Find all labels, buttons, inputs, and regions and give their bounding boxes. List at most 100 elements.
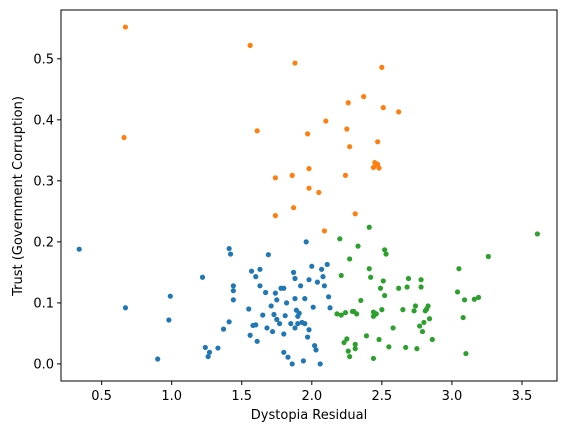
data-point (300, 358, 306, 364)
data-point (306, 185, 312, 191)
data-point (352, 211, 358, 217)
x-tick-label: 2.5 (372, 389, 393, 404)
data-point (290, 205, 297, 211)
data-point (337, 236, 343, 242)
data-point (373, 311, 379, 317)
data-point (264, 325, 270, 331)
data-point (205, 353, 211, 360)
data-point (285, 354, 291, 360)
data-point (253, 274, 259, 280)
data-point (396, 285, 402, 291)
data-point (295, 321, 301, 327)
data-point (296, 310, 302, 316)
data-point (282, 313, 288, 319)
data-point (312, 343, 318, 349)
data-point (121, 134, 127, 141)
data-point (379, 64, 385, 70)
data-point (366, 266, 372, 272)
data-point (257, 283, 263, 289)
series-1 (76, 239, 333, 367)
y-tick-label: 0.3 (33, 174, 54, 189)
data-point (230, 297, 236, 303)
data-point (304, 334, 311, 340)
data-point (404, 284, 410, 290)
data-point (289, 172, 295, 178)
data-point (206, 349, 213, 355)
data-point (302, 296, 308, 302)
data-point (272, 290, 278, 296)
data-point (226, 319, 232, 325)
y-tick-label: 0.4 (33, 113, 54, 128)
data-point (297, 283, 304, 289)
data-point (292, 325, 298, 331)
data-point (202, 344, 208, 351)
data-point (380, 105, 386, 111)
data-point (403, 344, 409, 351)
data-point (304, 131, 311, 137)
data-point (306, 277, 312, 283)
data-point (352, 341, 358, 347)
data-point (274, 316, 280, 322)
data-point (338, 312, 344, 318)
axes-frame (60, 9, 558, 382)
x-tick-label: 3.0 (442, 389, 463, 404)
data-point (260, 312, 266, 318)
data-point (375, 139, 381, 145)
data-point (405, 275, 412, 282)
data-point (313, 347, 319, 353)
data-point (155, 356, 161, 362)
x-tick-label: 3.5 (512, 389, 533, 404)
data-point (262, 289, 269, 296)
data-point (314, 279, 321, 285)
data-point (471, 296, 477, 302)
data-point (454, 289, 461, 295)
y-tick-label: 0.0 (33, 357, 54, 372)
data-point (274, 297, 280, 303)
x-tick-label: 1.0 (161, 389, 182, 404)
data-point (460, 314, 466, 321)
data-point (290, 269, 297, 275)
data-point (429, 336, 435, 343)
x-tick-label: 2.0 (301, 389, 322, 404)
data-point (248, 268, 255, 274)
x-tick-label: 1.5 (231, 389, 252, 404)
data-point (463, 350, 469, 357)
data-point (382, 292, 388, 299)
data-point (309, 263, 315, 269)
data-point (303, 239, 309, 245)
data-point (383, 251, 389, 257)
data-point (310, 304, 316, 310)
data-point (317, 361, 323, 367)
data-point (324, 261, 330, 268)
data-point (167, 293, 173, 299)
series-3 (334, 224, 540, 362)
data-point (227, 251, 234, 257)
data-point (361, 94, 367, 100)
data-point (257, 266, 263, 272)
data-point (396, 109, 402, 115)
data-point (347, 256, 353, 262)
data-point (283, 300, 290, 306)
data-point (417, 323, 423, 329)
data-point (344, 126, 350, 132)
data-point (358, 297, 364, 304)
data-point (230, 283, 236, 289)
data-point (338, 272, 344, 279)
data-point (377, 285, 384, 291)
data-point (254, 128, 260, 134)
data-point (342, 310, 349, 316)
data-point (247, 332, 253, 338)
data-point (320, 274, 326, 280)
data-point (265, 252, 271, 258)
data-point (347, 144, 353, 150)
data-point (421, 319, 427, 326)
data-point (226, 245, 232, 252)
data-point (390, 325, 396, 331)
data-point (122, 305, 129, 311)
y-axis-label: Trust (Government Corruption) (11, 96, 26, 297)
data-point (323, 118, 329, 124)
data-point (485, 253, 491, 260)
data-point (382, 247, 388, 253)
data-point (414, 346, 420, 352)
data-point (292, 275, 298, 282)
